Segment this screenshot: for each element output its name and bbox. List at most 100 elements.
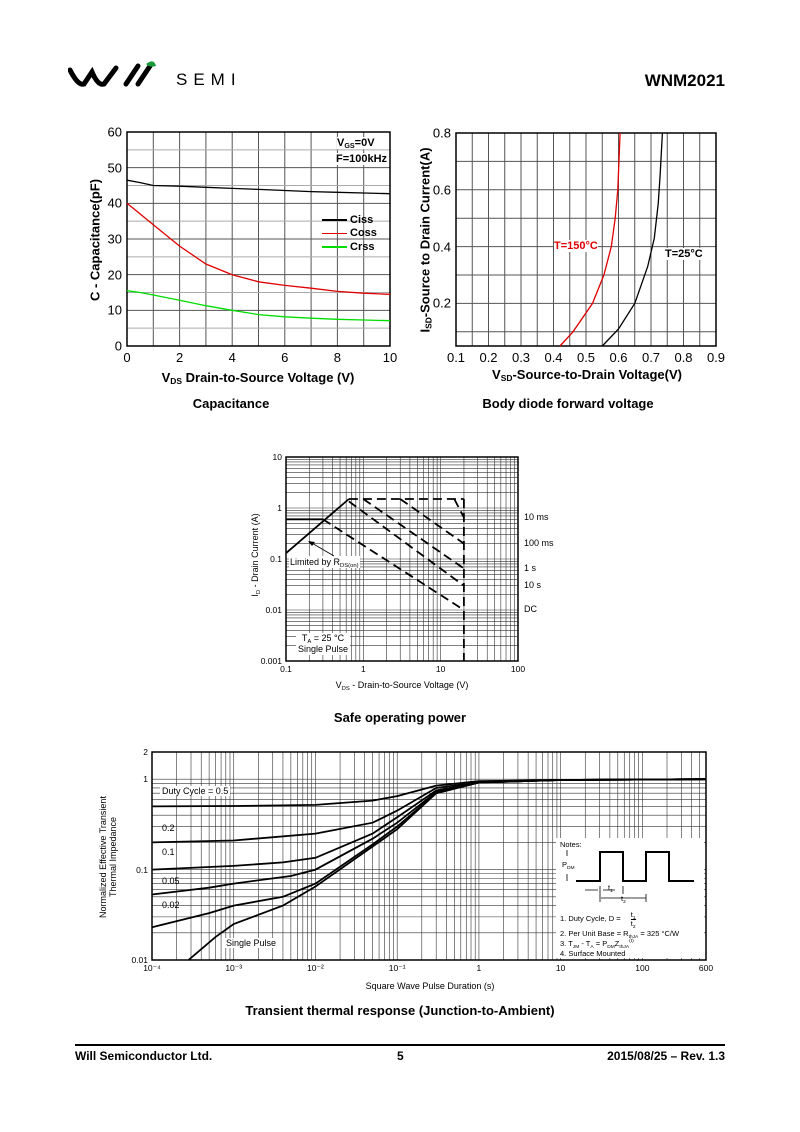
series-line-100-ms: [399, 498, 465, 545]
y-tick-label: 0.01: [265, 604, 282, 615]
y-tick-label: 10: [107, 302, 122, 318]
footer-divider: [75, 1044, 725, 1046]
transient-title: Transient thermal response (Junction-to-…: [245, 1003, 555, 1018]
x-tick-label: 0.7: [641, 350, 661, 365]
y-tick-label: 30: [107, 231, 122, 247]
soa-conditions: TA = 25 °C Single Pulse: [296, 633, 351, 655]
plot-frame: [151, 751, 707, 961]
x-tick-label: 0.8: [674, 350, 693, 365]
series-label: DC: [524, 604, 537, 614]
series-line-ciss: [126, 179, 391, 195]
y-tick-label: 0: [114, 338, 122, 354]
y-tick-label: 50: [107, 160, 122, 176]
y-tick-label: 0.6: [432, 182, 451, 198]
x-tick-label: 0.1: [280, 664, 292, 674]
x-tick-label: 2: [175, 350, 184, 365]
y-tick-label: 0.4: [432, 239, 451, 255]
y-tick-label: 0.001: [260, 655, 282, 666]
y-tick-label: 0.8: [432, 125, 451, 141]
x-tick-label: 0.1: [446, 350, 466, 365]
duty-0.05-label: 0.05: [162, 876, 180, 886]
brand-name: SEMI: [176, 70, 242, 89]
x-tick-label: 4: [228, 350, 236, 365]
plot-frame: [126, 131, 391, 347]
x-tick-label: 8: [333, 350, 342, 365]
y-tick-label: 0.1: [136, 864, 148, 875]
notes-box: Notes: PDM t1 t2 1. Duty Cycle, D = t1 t2…: [556, 838, 704, 958]
x-tick-label: 10⁻³: [225, 963, 243, 973]
plot-frame: [285, 456, 519, 662]
x-tick-label: 0: [123, 350, 131, 365]
y-tick-label: 10: [272, 451, 282, 462]
t2-label: t2: [621, 894, 626, 905]
legend-item-crss: Crss: [322, 240, 377, 254]
capacitance-legend: Ciss Coss Crss: [322, 213, 377, 254]
transient-y-label: Normalized Effective Transient Thermal Im…: [98, 796, 118, 918]
duty-0.1-label: 0.1: [162, 847, 175, 857]
x-tick-label: 1: [476, 963, 482, 973]
note-3: 3. TJM - TA = PDMZthJA(t): [560, 939, 634, 950]
plot-area: [285, 456, 519, 662]
x-tick-label: 100: [635, 963, 650, 973]
vgs-annotation: VGS=0V: [337, 137, 375, 150]
soa-title: Safe operating power: [333, 710, 467, 725]
body-diode-y-label: ISD-Source to Drain Current(A): [417, 147, 434, 333]
x-tick-label: 0.4: [544, 350, 563, 365]
series-line-crss: [126, 290, 391, 322]
y-tick-label: 0.01: [131, 954, 148, 965]
y-tick-label: 1: [143, 773, 148, 784]
capacitance-y-label: C - Capacitance(pF): [87, 178, 103, 302]
plot-area: [455, 132, 717, 347]
x-tick-label: 10⁻⁴: [143, 963, 161, 973]
series-line-0.2: [151, 778, 707, 844]
t1-label: t1: [608, 883, 613, 894]
duty-0.2-label: 0.2: [162, 823, 175, 833]
rds-limit-annotation: Limited by RDS(on): [289, 556, 360, 569]
single-pulse-label: Single Pulse: [224, 938, 279, 948]
x-tick-label: 0.3: [511, 350, 531, 365]
x-tick-label: 10: [555, 963, 566, 973]
legend-item-ciss: Ciss: [322, 213, 377, 227]
frequency-annotation: F=100kHz: [336, 153, 388, 165]
y-tick-label: 0.2: [432, 295, 451, 311]
capacitance-x-label: VDS Drain-to-Source Voltage (V): [161, 370, 355, 386]
rds-arrow-icon: [308, 541, 335, 557]
body-diode-title: Body diode forward voltage: [482, 396, 654, 411]
willsemi-logo: [68, 61, 156, 87]
single-pulse-annotation: Single Pulse: [298, 644, 349, 654]
part-number: WNM2021: [644, 71, 725, 90]
footer-company: Will Semiconductor Ltd.: [75, 1049, 213, 1063]
soa-chart: 10 ms 100 ms 1 s 10 s DC 0.1 1 10 100 0.001 0.01 0.…: [261, 453, 554, 673]
soa-x-label: VDS - Drain-to-Source Voltage (V): [335, 680, 469, 692]
series-line-t-25-c: [601, 132, 664, 347]
series-line-1-s: [362, 498, 465, 570]
series-line-coss: [126, 202, 391, 295]
x-tick-label: 600: [698, 963, 714, 973]
legend-swatch: [322, 219, 347, 221]
capacitance-title: Capacitance: [192, 396, 270, 411]
note-4: 4. Surface Mounted: [560, 949, 626, 958]
x-tick-label: 10⁻¹: [388, 963, 406, 973]
pdm-label: PDM: [562, 860, 575, 871]
x-tick-label: 10⁻²: [307, 963, 324, 973]
plot-area: [126, 131, 391, 347]
legend-item-coss: Coss: [322, 227, 377, 241]
notes-title: Notes:: [560, 840, 582, 849]
x-tick-label: 0.9: [706, 350, 726, 365]
y-tick-label: 0.1: [270, 553, 282, 564]
series-label: 10 ms: [524, 511, 549, 522]
y-tick-label: 20: [107, 267, 122, 283]
series-line-10-ms: [453, 498, 465, 518]
t150-label: T=150°C: [554, 240, 598, 252]
series-line-10-s: [348, 500, 465, 587]
capacitance-chart: 0 2 4 6 8 10 0 10 20 30 40 50 60: [108, 126, 398, 365]
body-diode-x-label: VSD-Source-to-Drain Voltage(V): [492, 367, 682, 383]
ta-annotation: TA = 25 °C: [301, 633, 345, 645]
note-2: 2. Per Unit Base = RthJA = 325 °C/W: [560, 929, 680, 940]
y-tick-label: 40: [107, 195, 122, 211]
x-tick-label: 1: [360, 664, 366, 674]
x-tick-label: 0.5: [576, 350, 596, 365]
pulse-waveform-icon: [566, 850, 694, 902]
note-1: 1. Duty Cycle, D = t1 t2: [560, 910, 636, 930]
